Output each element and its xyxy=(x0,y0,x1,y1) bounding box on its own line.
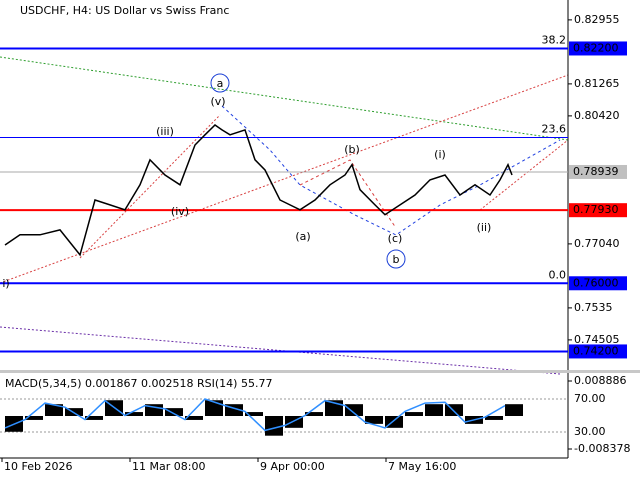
indicator-title: MACD(5,34,5) 0.001867 0.002518 RSI(14) 5… xyxy=(5,377,272,390)
wave-label: (iv) xyxy=(171,205,189,218)
price-level-label: 0.76000 xyxy=(573,276,619,289)
channel-line xyxy=(479,139,569,211)
x-tick-label: 10 Feb 2026 xyxy=(4,460,72,473)
histogram-bar xyxy=(285,416,303,428)
pane-separator xyxy=(0,370,640,373)
x-tick-label: 9 Apr 00:00 xyxy=(260,460,325,473)
y2-tick-label: 30.00 xyxy=(574,425,606,438)
wave-label: (b) xyxy=(344,143,360,156)
histogram-bar xyxy=(185,416,203,420)
wave-label: i) xyxy=(2,277,9,290)
wave-label: (iii) xyxy=(156,125,174,138)
x-tick-label: 11 Mar 08:00 xyxy=(132,460,205,473)
histogram-bar xyxy=(265,416,283,436)
y2-tick-label: 70.00 xyxy=(574,392,606,405)
histogram-bar xyxy=(445,404,463,417)
y-tick-label: -0.008378 xyxy=(574,442,630,455)
histogram-bar xyxy=(25,416,43,420)
histogram-bar xyxy=(505,404,523,417)
fib-label: 0.0 xyxy=(549,268,567,281)
y-tick-label: 0.77040 xyxy=(574,237,620,250)
histogram-bar xyxy=(305,412,323,417)
histogram-bar xyxy=(485,416,503,420)
wave-label: a xyxy=(217,77,224,90)
price-level-tag xyxy=(569,344,627,359)
fib-label: 23.6 xyxy=(542,122,567,135)
price-level-label: 0.77930 xyxy=(573,203,619,216)
y-tick-label: 0.74505 xyxy=(574,333,620,346)
chart-title: USDCHF, H4: US Dollar vs Swiss Franc xyxy=(20,4,229,17)
channel-line xyxy=(0,74,569,284)
wave-label: (i) xyxy=(434,148,446,161)
wave-label: (a) xyxy=(295,230,310,243)
histogram-bar xyxy=(425,404,443,417)
histogram-bar xyxy=(85,416,103,420)
y-tick-label: 0.82955 xyxy=(574,13,620,26)
price-level-tag xyxy=(569,41,627,56)
histogram-bar xyxy=(345,404,363,417)
current-price-tag xyxy=(569,164,627,179)
series-line xyxy=(4,124,513,257)
histogram-bar xyxy=(45,404,63,417)
price-level-tag xyxy=(569,276,627,291)
histogram-bar xyxy=(145,404,163,417)
fib-label: 38.2 xyxy=(542,33,567,46)
y-tick-label: 0.80420 xyxy=(574,109,620,122)
wave-label: (ii) xyxy=(477,221,492,234)
x-tick-label: 7 May 16:00 xyxy=(388,460,456,473)
channel-line xyxy=(79,114,221,259)
price-level-label: 0.74200 xyxy=(573,344,619,357)
wave-line xyxy=(299,159,397,229)
wave-label: b xyxy=(393,253,400,266)
price-level-label: 0.82200 xyxy=(573,41,619,54)
histogram-bar xyxy=(125,412,143,417)
histogram-bar xyxy=(165,408,183,417)
wave-label: (c) xyxy=(388,232,403,245)
wave-line xyxy=(221,105,561,236)
histogram-bar xyxy=(365,416,383,424)
price-level-tag xyxy=(569,203,627,218)
y-tick-label: 0.81265 xyxy=(574,77,620,90)
y-tick-label: 0.008886 xyxy=(574,374,627,387)
current-price-label: 0.78939 xyxy=(573,165,619,178)
y-tick-label: 0.7535 xyxy=(574,301,613,314)
histogram-bar xyxy=(405,412,423,417)
wave-circle xyxy=(386,249,406,269)
series-line xyxy=(4,398,506,432)
histogram-bar xyxy=(385,416,403,428)
wave-circle xyxy=(210,73,230,93)
histogram-bar xyxy=(245,412,263,417)
wave-label: (v) xyxy=(210,95,225,108)
histogram-bar xyxy=(225,404,243,417)
